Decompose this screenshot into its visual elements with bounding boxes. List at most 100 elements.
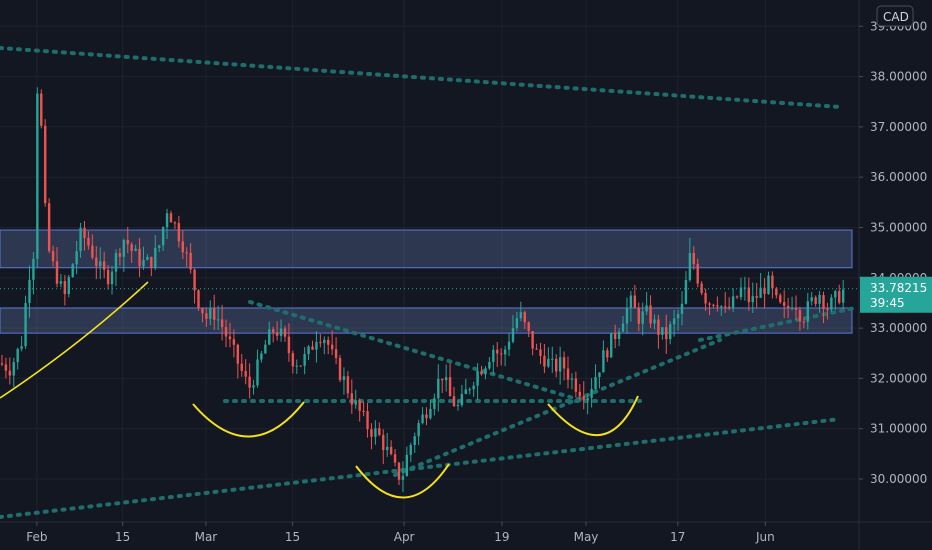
candles xyxy=(0,87,845,493)
candle-body xyxy=(36,93,39,259)
candle-body xyxy=(55,261,59,284)
candle-body xyxy=(173,222,177,224)
candle-body xyxy=(169,213,173,223)
candle-body xyxy=(91,245,94,258)
candle-body xyxy=(621,323,625,332)
candle-body xyxy=(177,223,181,242)
time-tick-label: Mar xyxy=(195,530,218,544)
trendlines xyxy=(0,46,857,519)
candle-body xyxy=(20,346,23,349)
candle-body xyxy=(385,446,389,451)
candle-body xyxy=(16,348,19,363)
candle-body xyxy=(110,271,114,285)
candle-body xyxy=(433,398,436,409)
candle-body xyxy=(688,252,692,281)
candle-body xyxy=(382,434,385,451)
candle-body xyxy=(610,333,613,358)
candle-body xyxy=(130,244,133,251)
candle-body xyxy=(228,336,232,340)
time-axis[interactable]: Feb 15 Mar 15 Apr 19 May 17 Jun xyxy=(0,521,932,544)
candle-body xyxy=(405,454,409,476)
last-price-tag[interactable] xyxy=(860,276,932,313)
candle-body xyxy=(425,414,428,419)
candle-body xyxy=(661,327,664,335)
candle-body xyxy=(492,349,495,363)
candle-body xyxy=(448,377,452,397)
candle-body xyxy=(102,261,106,270)
candle-body xyxy=(189,252,192,270)
candle-body xyxy=(118,253,122,257)
candle-body xyxy=(397,462,401,480)
candle-body xyxy=(641,311,644,324)
candle-body xyxy=(47,203,51,251)
candle-body xyxy=(480,371,483,375)
candle-body xyxy=(330,344,334,350)
candle-body xyxy=(692,252,695,265)
candle-body xyxy=(350,393,354,405)
candle-body xyxy=(334,349,338,359)
candle-body xyxy=(822,295,825,309)
candle-body xyxy=(99,261,102,267)
candle-body xyxy=(283,328,287,337)
trendline xyxy=(0,417,842,519)
candle-body xyxy=(79,227,82,252)
candle-body xyxy=(539,349,542,356)
candle-body xyxy=(248,376,251,388)
candle-body xyxy=(704,292,707,304)
candle-body xyxy=(268,329,271,345)
candle-body xyxy=(810,297,813,302)
candle-body xyxy=(220,319,224,328)
candle-body xyxy=(606,350,609,358)
candle-body xyxy=(700,283,703,293)
candle-body xyxy=(303,353,306,366)
candle-body xyxy=(790,307,794,309)
left-shoulder-curve xyxy=(192,401,305,438)
last-price-value: 33.78215 xyxy=(870,281,927,295)
candle-body xyxy=(154,247,157,268)
candle-body xyxy=(0,363,4,365)
candle-body xyxy=(759,287,762,298)
candle-body xyxy=(826,308,829,310)
candle-body xyxy=(633,295,637,308)
candle-body xyxy=(499,353,503,355)
time-tick-label: Feb xyxy=(26,530,47,544)
candle-body xyxy=(696,264,699,284)
candle-body xyxy=(570,378,574,380)
candle-body xyxy=(95,257,98,267)
trend-curve-left xyxy=(0,281,149,399)
time-tick-label: Apr xyxy=(394,530,415,544)
candle-body xyxy=(818,295,821,304)
candle-body xyxy=(122,239,126,257)
candle-body xyxy=(665,327,668,340)
candle-body xyxy=(271,329,275,333)
candle-body xyxy=(771,275,774,289)
candle-body xyxy=(319,342,322,344)
candle-body xyxy=(417,423,420,437)
candle-body xyxy=(28,279,31,304)
candle-body xyxy=(468,389,471,391)
candle-body xyxy=(181,241,184,253)
candle-body xyxy=(358,400,361,411)
zone-rect xyxy=(0,307,853,334)
candle-body xyxy=(767,275,770,294)
candle-body xyxy=(783,302,786,306)
candle-body xyxy=(193,269,196,291)
candle-body xyxy=(256,359,259,386)
price-tick-label: 32.00000 xyxy=(870,371,927,385)
candle-body xyxy=(802,321,806,323)
candle-body xyxy=(562,357,566,369)
currency-label: CAD xyxy=(883,10,909,24)
candle-body xyxy=(8,370,12,376)
candle-body xyxy=(743,287,747,289)
zone-rect xyxy=(0,229,853,269)
candle-body xyxy=(555,358,558,372)
time-tick-label: 15 xyxy=(115,530,130,544)
candle-body xyxy=(378,428,381,435)
currency-badge[interactable] xyxy=(876,5,914,27)
candle-body xyxy=(106,269,110,285)
candle-body xyxy=(496,349,499,354)
